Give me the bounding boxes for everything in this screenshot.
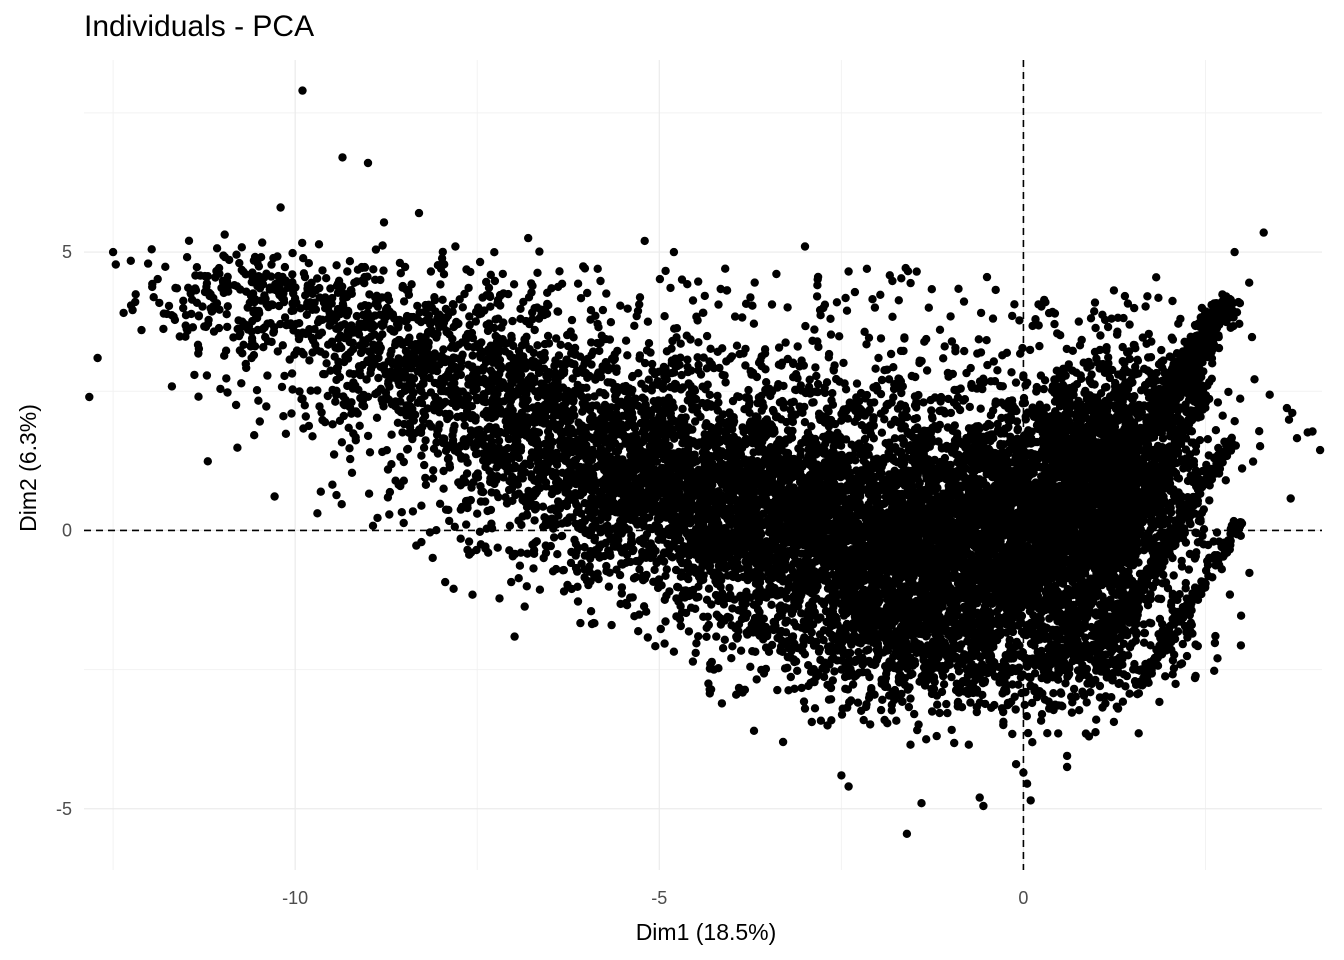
scatter-point-cloud (85, 86, 1325, 839)
x-tick-label: -5 (651, 888, 667, 908)
y-tick-labels: -5 0 5 (56, 242, 72, 819)
data-points (85, 86, 1325, 839)
chart-title: Individuals - PCA (84, 10, 315, 43)
y-tick-label: -5 (56, 799, 72, 819)
y-tick-label: 0 (62, 520, 72, 540)
reference-lines (84, 60, 1322, 870)
y-tick-label: 5 (62, 242, 72, 262)
x-tick-label: -10 (282, 888, 308, 908)
x-tick-label: 0 (1018, 888, 1028, 908)
x-axis-title: Dim1 (18.5%) (636, 919, 777, 945)
y-axis-title: Dim2 (6.3%) (15, 404, 41, 532)
x-tick-labels: -10 -5 0 (282, 888, 1028, 908)
